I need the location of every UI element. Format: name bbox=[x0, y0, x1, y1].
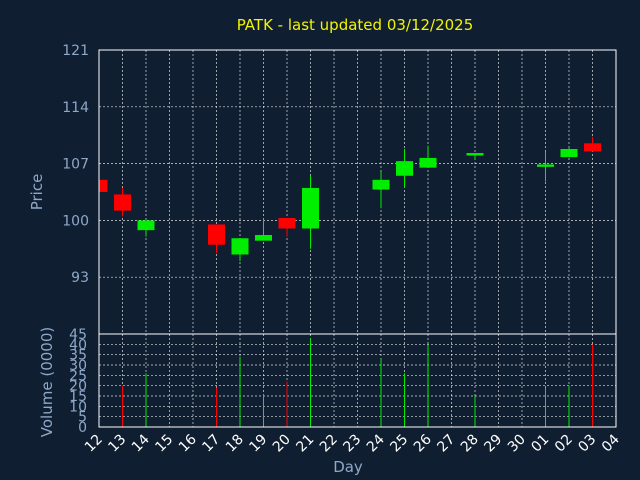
price-y-tick-labels: 93 100 107 114 121 bbox=[62, 43, 89, 286]
price-grid bbox=[98, 49, 617, 334]
price-axis-label: Price bbox=[28, 174, 46, 211]
candle-body-12 bbox=[99, 179, 108, 192]
candle-body-21 bbox=[302, 187, 319, 229]
volume-y-tick-35: 35 bbox=[69, 348, 87, 364]
x-axis-label: Day bbox=[333, 458, 363, 476]
x-tick-20-8: 20 bbox=[270, 432, 294, 456]
x-tick-14-2: 14 bbox=[129, 431, 153, 455]
x-tick-01-19: 01 bbox=[528, 432, 552, 456]
x-tick-labels: 12 13 14 15 16 17 18 19 20 21 22 23 24 25 26 27 28 29 30 01… bbox=[82, 431, 623, 455]
candle-body-26 bbox=[419, 157, 437, 168]
volume-y-tick-20: 20 bbox=[69, 379, 87, 395]
volume-bars bbox=[122, 338, 593, 427]
x-tick-18-6: 18 bbox=[223, 432, 247, 456]
volume-y-tick-5: 5 bbox=[78, 410, 87, 426]
volume-y-tick-25: 25 bbox=[69, 368, 87, 384]
x-tick-27-15: 27 bbox=[434, 432, 458, 456]
candle-body-14 bbox=[137, 220, 155, 231]
x-tick-25-13: 25 bbox=[387, 432, 411, 456]
candle-body-03 bbox=[584, 143, 601, 152]
volume-y-tick-30: 30 bbox=[69, 358, 87, 374]
x-tick-21-9: 21 bbox=[293, 432, 317, 456]
volume-y-tick-10: 10 bbox=[69, 399, 87, 415]
x-tick-29-17: 29 bbox=[481, 432, 505, 456]
candle-body-02 bbox=[560, 148, 578, 158]
candle-body-24 bbox=[372, 179, 390, 190]
candle-body-18 bbox=[231, 238, 249, 255]
candle-body-20 bbox=[278, 217, 296, 229]
volume-y-tick-40: 40 bbox=[69, 337, 87, 353]
volume-panel-frame bbox=[98, 333, 617, 428]
x-tick-17-5: 17 bbox=[199, 432, 223, 456]
volume-y-tick-15: 15 bbox=[69, 389, 87, 405]
price-y-tick-93: 93 bbox=[71, 270, 89, 286]
x-tick-24-12: 24 bbox=[364, 431, 388, 455]
x-tick-02-20: 02 bbox=[552, 432, 576, 456]
x-tick-04-22: 04 bbox=[599, 431, 623, 455]
x-tick-15-3: 15 bbox=[152, 432, 176, 456]
candle-body-17 bbox=[208, 224, 225, 245]
x-tick-30-18: 30 bbox=[505, 432, 529, 456]
candle-body-28 bbox=[466, 153, 484, 156]
chart-title: PATK - last updated 03/12/2025 bbox=[237, 16, 474, 34]
x-tick-16-4: 16 bbox=[176, 431, 200, 455]
candle-body-19 bbox=[255, 235, 272, 241]
x-tick-22-10: 22 bbox=[317, 432, 341, 456]
x-tick-23-11: 23 bbox=[340, 432, 364, 456]
price-y-tick-121: 121 bbox=[62, 43, 89, 59]
candle-body-01 bbox=[537, 164, 554, 167]
x-tick-28-16: 28 bbox=[458, 432, 482, 456]
candle-body-25 bbox=[396, 161, 413, 176]
volume-axis-label: Volume (0000) bbox=[38, 327, 56, 437]
volume-grid bbox=[98, 333, 617, 428]
x-tick-13-1: 13 bbox=[105, 432, 129, 456]
candle-body-13 bbox=[114, 194, 131, 211]
volume-y-tick-0: 0 bbox=[78, 420, 87, 436]
x-tick-26-14: 26 bbox=[411, 431, 435, 455]
price-y-tick-107: 107 bbox=[62, 157, 89, 173]
price-y-tick-100: 100 bbox=[62, 213, 89, 229]
volume-y-tick-45: 45 bbox=[69, 327, 87, 343]
candles bbox=[98, 136, 601, 261]
x-tick-03-21: 03 bbox=[575, 432, 599, 456]
price-y-tick-114: 114 bbox=[62, 100, 89, 116]
x-tick-19-7: 19 bbox=[246, 432, 270, 456]
